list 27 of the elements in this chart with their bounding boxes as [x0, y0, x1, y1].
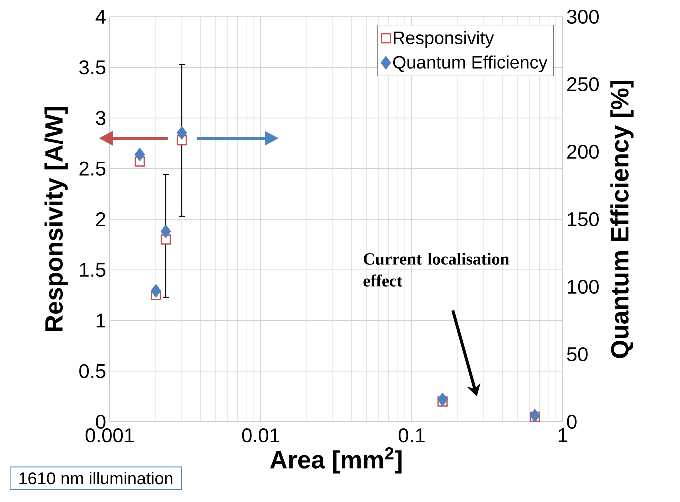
y2-tick-label: 250: [568, 77, 599, 92]
y-tick-label: 0.5: [80, 364, 106, 378]
y2-tick-label: 0: [567, 414, 577, 430]
y-axis-title: Responsivity [A/W]: [44, 107, 68, 332]
legend-label: Responsivity: [394, 31, 494, 48]
y2-tick-label: 200: [568, 144, 599, 160]
y2-tick-label: 150: [568, 212, 599, 227]
y2-tick-label: 100: [568, 280, 599, 294]
x-tick-label: 1: [558, 428, 568, 442]
y-tick-label: 3: [96, 111, 106, 126]
legend-label: Quantum Efficiency: [393, 56, 548, 72]
y-tick-label: 2: [96, 212, 106, 226]
x-tick-label: 0.1: [398, 428, 425, 443]
annotation: Current localisation effect: [364, 253, 510, 287]
y-tick-label: 3.5: [80, 60, 106, 75]
y-tick-label: 1: [96, 314, 106, 328]
x-tick-label: 0.001: [86, 428, 134, 443]
x-tick-label: 0.01: [242, 428, 280, 443]
y-tick-label: 4: [96, 10, 106, 24]
text: 1610 nm illumination: [20, 472, 173, 485]
y2-axis-title: Quantum Efficiency [%]: [610, 81, 634, 358]
y-tick-label: 0: [96, 414, 106, 430]
y2-tick-label: 300: [567, 10, 599, 24]
y-tick-label: 1.5: [80, 263, 106, 278]
y2-tick-label: 50: [567, 347, 588, 362]
x-axis-title: Area [mm$^{2}$]: [270, 447, 402, 474]
y-tick-label: 2.5: [80, 162, 106, 176]
